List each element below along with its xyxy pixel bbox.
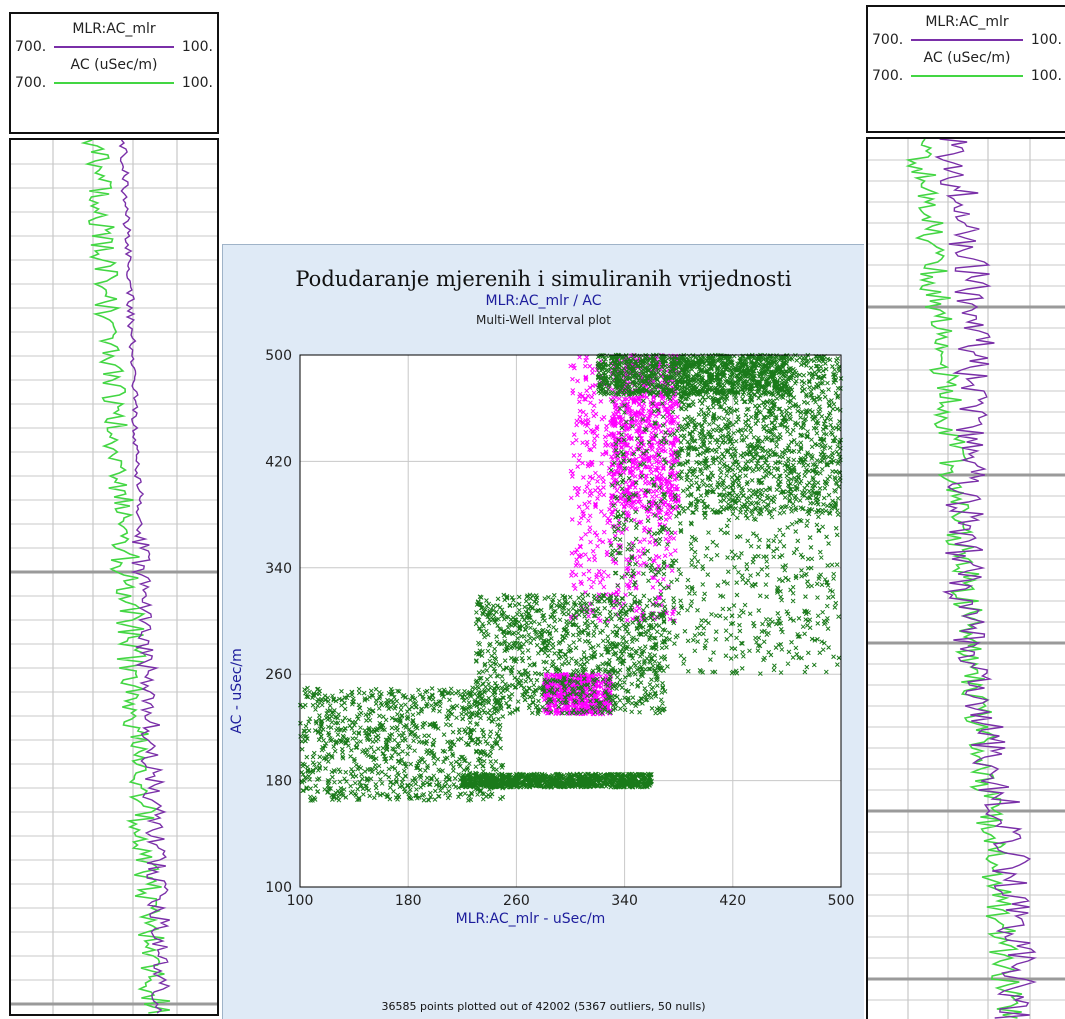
y-tick-label: 180	[265, 774, 292, 790]
right-log-track	[866, 137, 1065, 1019]
right-legend-curve1-left: 700.	[872, 32, 904, 48]
left-legend-curve1-scale: 700. 100.	[11, 38, 217, 56]
y-tick-label: 260	[265, 667, 292, 683]
right-legend-curve2-left: 700.	[872, 68, 904, 84]
chart-title: Podudaranje mjerenih i simuliranih vrije…	[295, 267, 792, 291]
y-axis-label: AC - uSec/m	[229, 648, 245, 733]
track-curve-measured	[80, 140, 171, 1014]
x-tick-label: 180	[395, 893, 422, 909]
left-legend-curve2-right: 100.	[181, 75, 213, 91]
right-legend-curve1-right: 100.	[1030, 32, 1062, 48]
track-curve-simulated	[118, 140, 171, 1014]
plot-border	[299, 354, 842, 888]
scatter-points	[297, 352, 844, 803]
x-tick-label: 260	[503, 893, 530, 909]
chart-subtitle-plot-type: Multi-Well Interval plot	[476, 313, 611, 327]
left-track-curves	[11, 140, 217, 1014]
chart-subtitle: MLR:AC_mlr / AC	[485, 293, 602, 309]
right-legend-curve1-name: MLR:AC_mlr	[925, 14, 1009, 30]
left-legend-curve1-name: MLR:AC_mlr	[72, 21, 156, 37]
y-tick-label: 100	[265, 880, 292, 896]
x-tick-label: 340	[611, 893, 638, 909]
plot-area	[299, 354, 842, 888]
left-legend-curve2-left: 700.	[15, 75, 47, 91]
left-legend-curve1-left: 700.	[15, 39, 47, 55]
left-legend-curve2-name: AC (uSec/m)	[70, 57, 158, 73]
y-tick-label: 420	[265, 454, 292, 470]
y-tick-label: 340	[265, 561, 292, 577]
crossplot-panel: Podudaranje mjerenih i simuliranih vrije…	[222, 244, 864, 1019]
left-log-track	[9, 138, 219, 1016]
x-axis-label: MLR:AC_mlr - uSec/m	[456, 911, 606, 927]
x-tick-label: 100	[287, 893, 314, 909]
right-track-legend: MLR:AC_mlr 700. 100. AC (uSec/m) 700. 10…	[866, 5, 1065, 133]
x-tick-label: 420	[719, 893, 746, 909]
left-legend-curve2-swatch	[54, 82, 174, 84]
right-legend-curve2-name: AC (uSec/m)	[923, 50, 1011, 66]
track-curve-measured	[905, 139, 1023, 1019]
y-tick-label: 500	[265, 348, 292, 364]
left-legend-curve1-right: 100.	[181, 39, 213, 55]
right-legend-curve2-right: 100.	[1030, 68, 1062, 84]
chart-footer-stats: 36585 points plotted out of 42002 (5367 …	[381, 1000, 706, 1013]
right-legend-curve2-swatch	[911, 75, 1023, 77]
right-legend-curve1-scale: 700. 100.	[868, 31, 1065, 49]
left-legend-curve2-scale: 700. 100.	[11, 74, 217, 92]
x-tick-label: 500	[828, 893, 855, 909]
right-legend-curve2-scale: 700. 100.	[868, 67, 1065, 85]
right-track-curves	[868, 139, 1065, 1019]
scatter-series-2	[297, 352, 844, 803]
scatter-marks	[297, 352, 844, 803]
left-track-legend: MLR:AC_mlr 700. 100. AC (uSec/m) 700. 10…	[9, 12, 219, 134]
track-curve-simulated	[934, 139, 1038, 1019]
scatter-plot: 100 180 260 340 420 500 100 180 260 340 420 500 MLR:…	[229, 348, 855, 927]
right-legend-curve1-swatch	[911, 39, 1023, 41]
left-legend-curve1-swatch	[54, 46, 174, 48]
